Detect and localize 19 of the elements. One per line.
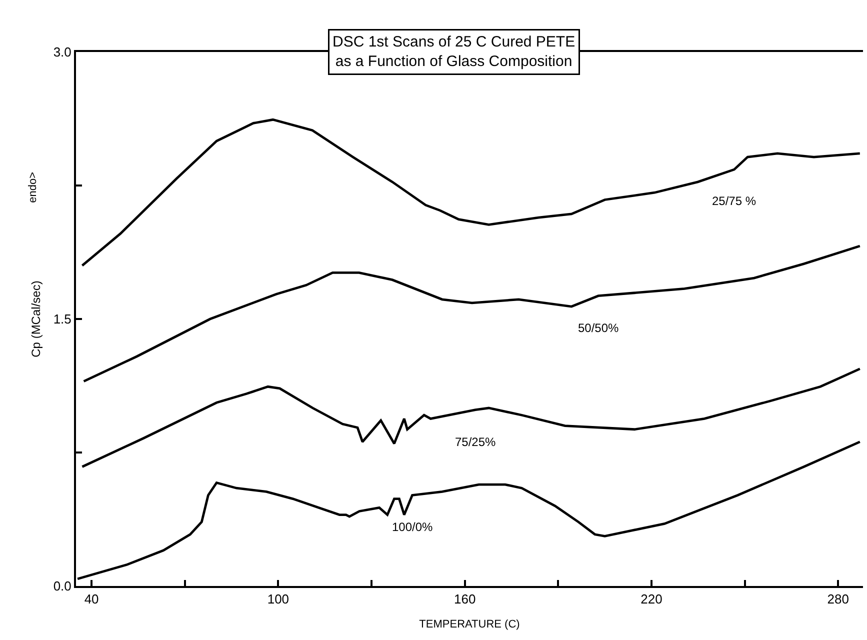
x-axis-title: TEMPERATURE (C) [419, 618, 520, 630]
line-series [81, 118, 862, 267]
series-label: 50/50% [578, 321, 620, 335]
x-tick-label: 220 [640, 592, 662, 607]
x-tick-label: 40 [84, 592, 99, 607]
series-label: 75/25% [455, 435, 496, 449]
chart-title: DSC 1st Scans of 25 C Cured PETE as a Function of Glass Composition [332, 34, 576, 70]
series-label: 25/75 % [712, 194, 756, 208]
text: endo> [26, 172, 39, 203]
x-tick-label: 280 [827, 592, 849, 607]
line-series [82, 244, 862, 382]
x-tick-label: 160 [454, 592, 476, 607]
y-axis-title: Cp (MCal/sec) [29, 280, 44, 358]
series-label: 100/0% [392, 520, 434, 534]
y-tick-label: 3.0 [53, 44, 72, 60]
y-tick-label: 1.5 [53, 312, 72, 327]
line-series [81, 368, 862, 468]
x-tick-label: 100 [267, 592, 290, 607]
y-tick-label: 0.0 [53, 578, 72, 594]
